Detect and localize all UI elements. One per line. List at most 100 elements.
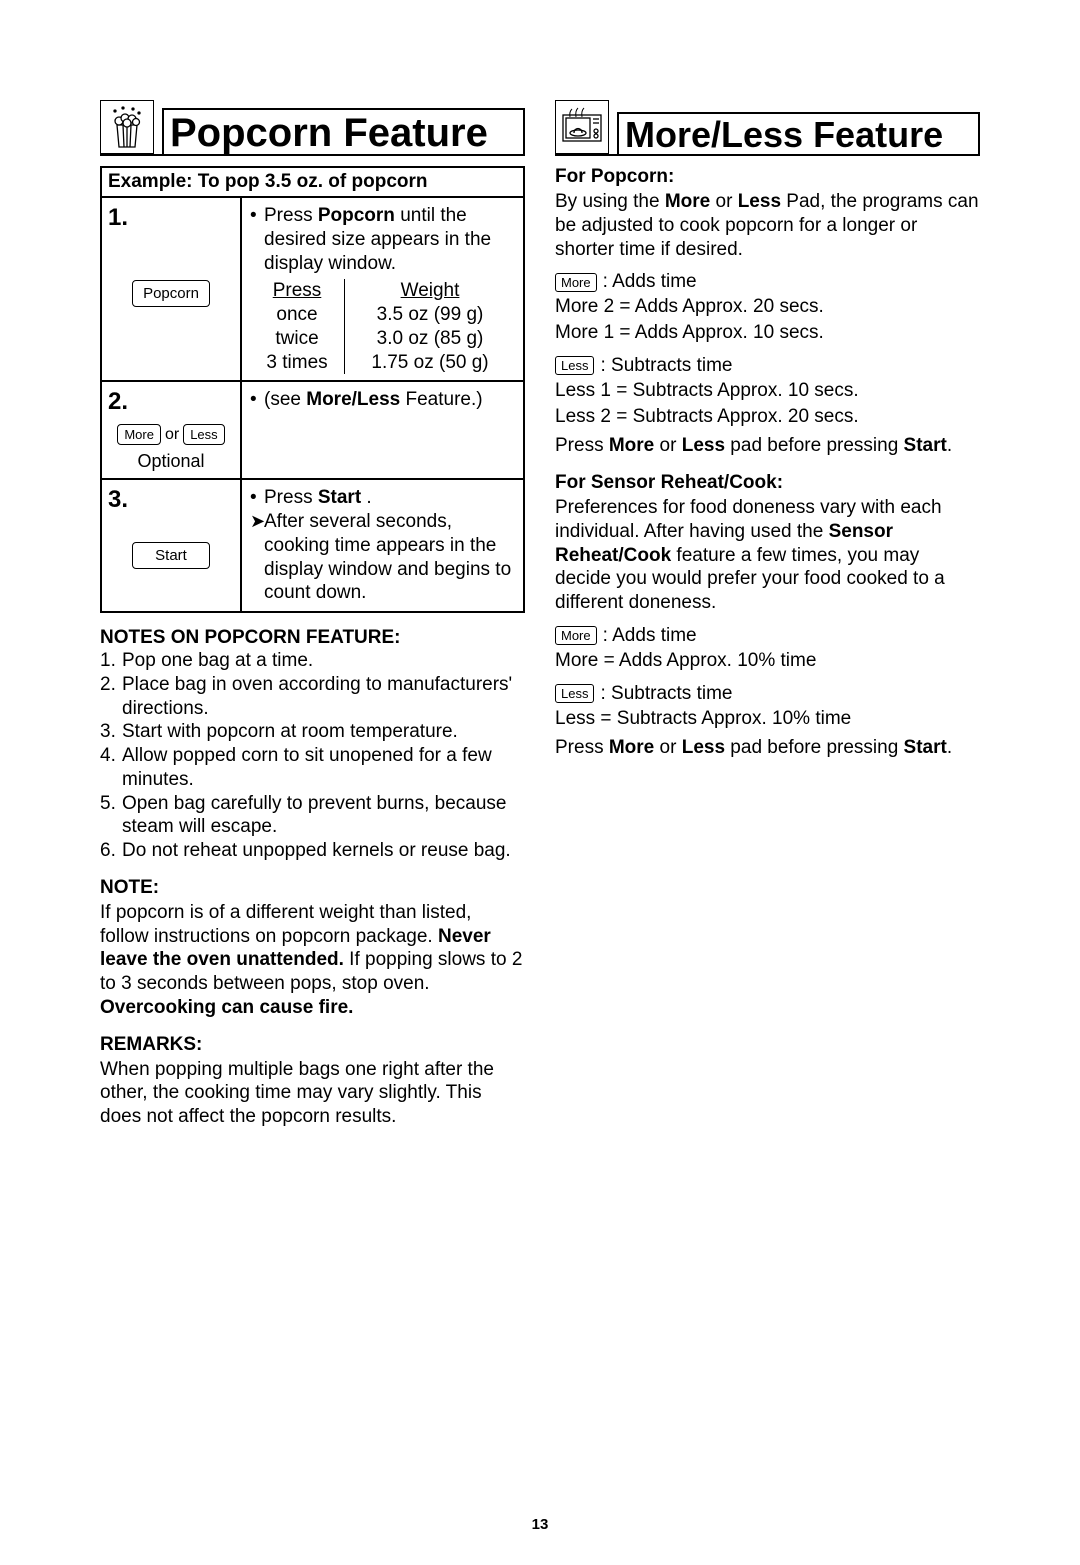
more-pad-button[interactable]: More	[555, 273, 597, 292]
more2-line: More 2 = Adds Approx. 20 secs.	[555, 295, 980, 319]
remarks-paragraph: When popping multiple bags one right aft…	[100, 1058, 525, 1129]
s-more-row: More : Adds time	[555, 625, 980, 647]
note-4: Allow popped corn to sit unopened for a …	[122, 744, 525, 792]
pw-r1-w: 3.0 oz (85 g)	[345, 327, 515, 351]
press-b: More	[609, 435, 654, 456]
s-more-eq: More = Adds Approx. 10% time	[555, 649, 980, 673]
press-c: or	[654, 435, 681, 456]
press-e: pad before pressing	[725, 435, 904, 456]
step1-text-bold: Popcorn	[318, 205, 395, 226]
note-paragraph: If popcorn is of a different weight than…	[100, 901, 525, 1020]
s-less-label: : Subtracts time	[600, 683, 732, 705]
weight-header: Weight	[345, 279, 515, 303]
press2-c: or	[654, 737, 681, 758]
example-header: Example: To pop 3.5 oz. of popcorn	[100, 166, 525, 198]
notes-list: 1.Pop one bag at a time. 2.Place bag in …	[100, 649, 525, 863]
press2-f: Start	[904, 737, 947, 758]
step2-prefix: (see	[264, 389, 306, 410]
popcorn-button[interactable]: Popcorn	[132, 280, 210, 307]
press2-b: More	[609, 737, 654, 758]
moreless-feature-header: More/Less Feature	[555, 100, 980, 156]
or-label: or	[165, 426, 179, 444]
popcorn-paragraph: By using the More or Less Pad, the progr…	[555, 190, 980, 261]
pw-r0-w: 3.5 oz (99 g)	[345, 303, 515, 327]
step3-prefix: Press	[264, 487, 318, 508]
note-3: Start with popcorn at room temperature.	[122, 720, 458, 744]
press-a: Press	[555, 435, 609, 456]
for-popcorn-heading: For Popcorn:	[555, 166, 980, 188]
note-6: Do not reheat unpopped kernels or reuse …	[122, 839, 511, 863]
press2-d: Less	[682, 737, 725, 758]
note-2: Place bag in oven according to manufactu…	[122, 673, 525, 721]
press-f: Start	[904, 435, 947, 456]
press-g: .	[947, 435, 952, 456]
more-button[interactable]: More	[117, 424, 161, 445]
step3-after: .	[361, 487, 372, 508]
s-more-label: : Adds time	[603, 625, 697, 647]
press2-a: Press	[555, 737, 609, 758]
popcorn-p-c: or	[710, 191, 737, 212]
step-1-num: 1.	[108, 204, 128, 232]
optional-label: Optional	[137, 451, 204, 472]
notes-heading: NOTES ON POPCORN FEATURE:	[100, 627, 525, 649]
press-weight-table: Press Weight once3.5 oz (99 g) twice3.0 …	[250, 279, 515, 374]
note-5: Open bag carefully to prevent burns, bec…	[122, 792, 525, 840]
page-content: Popcorn Feature Example: To pop 3.5 oz. …	[100, 100, 980, 1129]
note-p1a: If popcorn is of a different weight than…	[100, 902, 471, 947]
step-2-left: 2. More or Less Optional	[102, 382, 242, 478]
step3-line2: After several seconds, cooking time appe…	[264, 510, 515, 605]
start-button[interactable]: Start	[132, 542, 210, 569]
note-1: Pop one bag at a time.	[122, 649, 313, 673]
press2-g: .	[947, 737, 952, 758]
sensor-paragraph: Preferences for food doneness vary with …	[555, 496, 980, 615]
popcorn-p-b: More	[665, 191, 710, 212]
more-add-label: : Adds time	[603, 271, 697, 293]
less-sub-row: Less : Subtracts time	[555, 355, 980, 377]
remarks-heading: REMARKS:	[100, 1034, 525, 1056]
step-3-left: 3. Start	[102, 480, 242, 611]
step-2-row: 2. More or Less Optional • (see More/Les…	[102, 382, 523, 480]
s-less-pad-button[interactable]: Less	[555, 684, 594, 703]
press-before-start-2: Press More or Less pad before pressing S…	[555, 736, 980, 760]
more-add-row: More : Adds time	[555, 271, 980, 293]
less-button[interactable]: Less	[183, 424, 224, 445]
pw-r2-p: 3 times	[250, 351, 345, 375]
step-3-row: 3. Start • Press Start . ➤ After several…	[102, 480, 523, 611]
col-left: Popcorn Feature Example: To pop 3.5 oz. …	[100, 100, 525, 1129]
step2-after: Feature.)	[400, 389, 482, 410]
col-right: More/Less Feature For Popcorn: By using …	[555, 100, 980, 1129]
popcorn-icon	[100, 100, 154, 154]
s-less-row: Less : Subtracts time	[555, 683, 980, 705]
step-1-left: 1. Popcorn	[102, 198, 242, 380]
press2-e: pad before pressing	[725, 737, 904, 758]
popcorn-p-a: By using the	[555, 191, 665, 212]
less-pad-button[interactable]: Less	[555, 356, 594, 375]
step-3-num: 3.	[108, 486, 128, 514]
step-3-right: • Press Start . ➤ After several seconds,…	[242, 480, 523, 611]
step1-text-prefix: Press	[264, 205, 318, 226]
pw-r0-p: once	[250, 303, 345, 327]
popcorn-feature-header: Popcorn Feature	[100, 100, 525, 156]
popcorn-title: Popcorn Feature	[162, 108, 525, 154]
note-p1d: Overcooking can cause fire.	[100, 997, 353, 1018]
step-1-row: 1. Popcorn • Press Popcorn until the des…	[102, 198, 523, 382]
pw-r1-p: twice	[250, 327, 345, 351]
step3-bold: Start	[318, 487, 361, 508]
press-header: Press	[250, 279, 345, 303]
page-number: 13	[0, 1516, 1080, 1533]
s-less-eq: Less = Subtracts Approx. 10% time	[555, 707, 980, 731]
s-more-pad-button[interactable]: More	[555, 626, 597, 645]
step-2-right: • (see More/Less Feature.)	[242, 382, 523, 478]
moreless-title: More/Less Feature	[617, 112, 980, 154]
for-sensor-heading: For Sensor Reheat/Cook:	[555, 472, 980, 494]
less-sub-label: : Subtracts time	[600, 355, 732, 377]
pw-r2-w: 1.75 oz (50 g)	[345, 351, 515, 375]
more-less-buttons: More or Less	[117, 424, 224, 445]
press-before-start-1: Press More or Less pad before pressing S…	[555, 434, 980, 458]
step2-bold: More/Less	[306, 389, 400, 410]
step-1-right: • Press Popcorn until the desired size a…	[242, 198, 523, 380]
steps-table: 1. Popcorn • Press Popcorn until the des…	[100, 198, 525, 613]
popcorn-p-d: Less	[738, 191, 781, 212]
press-d: Less	[682, 435, 725, 456]
more1-line: More 1 = Adds Approx. 10 secs.	[555, 321, 980, 345]
